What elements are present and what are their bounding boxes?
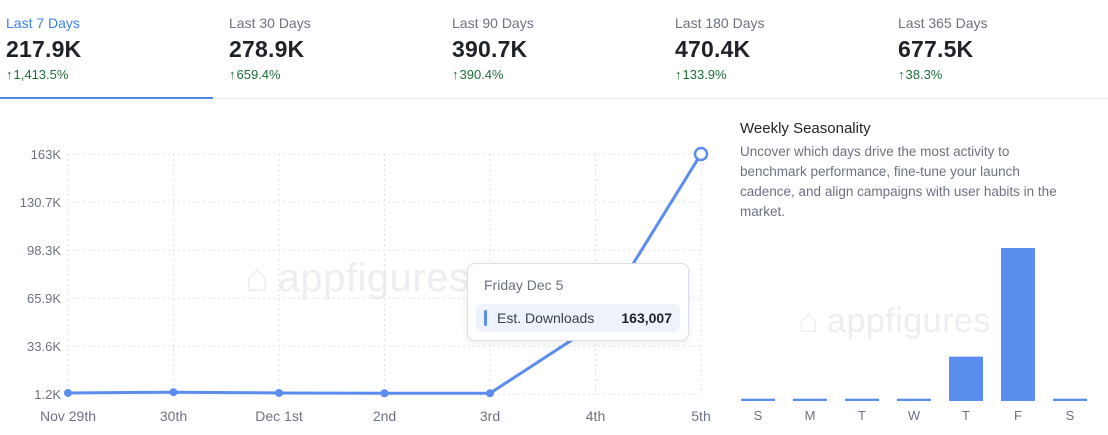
tab-last-7-days[interactable]: Last 7 Days 217.9K ↑1,413.5% — [0, 0, 213, 99]
y-tick-label: 1.2K — [34, 387, 61, 402]
line-chart-plot: 1.2K 33.6K 65.9K 98.3K 130.7K 163K Nov 29th 30t… — [20, 146, 711, 424]
bar — [793, 398, 827, 401]
x-tick-label: 4th — [586, 408, 605, 424]
x-tick-label: 3rd — [480, 408, 500, 424]
downloads-line-chart: ⌂ appfigures 1.2K 33.6K 65.9K 98.3K 130.7K 163… — [0, 100, 720, 435]
x-tick-label: 2nd — [373, 408, 396, 424]
x-tick-label: 30th — [160, 408, 187, 424]
data-point — [275, 388, 283, 397]
data-point — [169, 388, 178, 397]
tooltip-row: Est. Downloads 163,007 — [476, 304, 680, 332]
tooltip-series-name: Est. Downloads — [497, 310, 595, 326]
tab-label: Last 365 Days — [898, 15, 988, 31]
bar — [949, 356, 983, 401]
series-color-swatch — [484, 310, 487, 326]
day-label: T — [962, 408, 970, 423]
tab-label: Last 30 Days — [229, 15, 311, 31]
tab-last-90-days[interactable]: Last 90 Days 390.7K ↑390.4% — [436, 0, 659, 98]
tooltip-date: Friday Dec 5 — [484, 277, 564, 293]
day-label: T — [858, 408, 866, 423]
tab-change: ↑1,413.5% — [6, 67, 69, 82]
tab-value: 470.4K — [675, 36, 751, 62]
arrow-up-icon: ↑ — [898, 67, 905, 82]
data-point — [64, 388, 72, 397]
chart-tooltip: Friday Dec 5 Est. Downloads 163,007 — [467, 263, 689, 341]
tab-change: ↑38.3% — [898, 67, 943, 82]
day-label: S — [754, 408, 763, 423]
highlighted-data-point — [693, 146, 709, 162]
y-tick-label: 33.6K — [27, 339, 61, 354]
arrow-up-icon: ↑ — [452, 67, 459, 82]
seasonality-title: Weekly Seasonality — [740, 120, 871, 137]
y-tick-label: 65.9K — [27, 291, 61, 306]
y-tick-label: 163K — [31, 147, 62, 162]
x-tick-label: Dec 1st — [255, 408, 303, 424]
tab-value: 677.5K — [898, 36, 974, 62]
x-tick-label: Nov 29th — [40, 408, 96, 424]
bar — [845, 398, 879, 401]
tab-label: Last 90 Days — [452, 15, 534, 31]
day-label: F — [1014, 408, 1022, 423]
arrow-up-icon: ↑ — [675, 67, 682, 82]
appfigures-logo-icon: ⌂ — [798, 302, 820, 340]
weekly-seasonality-panel: Weekly Seasonality Uncover which days dr… — [740, 118, 1100, 435]
seasonality-description: Uncover which days drive the most activi… — [740, 144, 1057, 219]
active-tab-indicator — [0, 97, 213, 99]
arrow-up-icon: ↑ — [6, 67, 13, 82]
bar — [741, 398, 775, 401]
tab-last-30-days[interactable]: Last 30 Days 278.9K ↑659.4% — [213, 0, 436, 98]
data-point — [486, 389, 494, 398]
bar — [897, 398, 931, 401]
data-point — [380, 389, 389, 398]
tab-last-365-days[interactable]: Last 365 Days 677.5K ↑38.3% — [882, 0, 1108, 98]
tab-value: 217.9K — [6, 36, 82, 62]
tab-value: 278.9K — [229, 36, 305, 62]
watermark: ⌂ appfigures — [245, 256, 470, 300]
tab-change: ↑390.4% — [452, 67, 504, 82]
tab-label: Last 7 Days — [6, 15, 80, 31]
x-tick-label: 5th — [691, 408, 710, 424]
day-label: W — [908, 408, 921, 423]
tab-label: Last 180 Days — [675, 15, 765, 31]
y-tick-label: 130.7K — [20, 195, 62, 210]
tab-value: 390.7K — [452, 36, 528, 62]
period-tabs: Last 7 Days 217.9K ↑1,413.5% Last 30 Day… — [0, 0, 1108, 99]
tab-last-180-days[interactable]: Last 180 Days 470.4K ↑133.9% — [659, 0, 882, 98]
bar — [1001, 248, 1035, 401]
tooltip-value: 163,007 — [621, 310, 672, 326]
bar — [1053, 398, 1087, 401]
appfigures-logo-icon: ⌂ — [245, 256, 270, 300]
watermark: ⌂ appfigures — [798, 302, 991, 340]
arrow-up-icon: ↑ — [229, 67, 236, 82]
y-tick-label: 98.3K — [27, 243, 61, 258]
day-label: S — [1066, 408, 1075, 423]
tab-change: ↑659.4% — [229, 67, 281, 82]
tab-change: ↑133.9% — [675, 67, 727, 82]
day-label: M — [805, 408, 816, 423]
